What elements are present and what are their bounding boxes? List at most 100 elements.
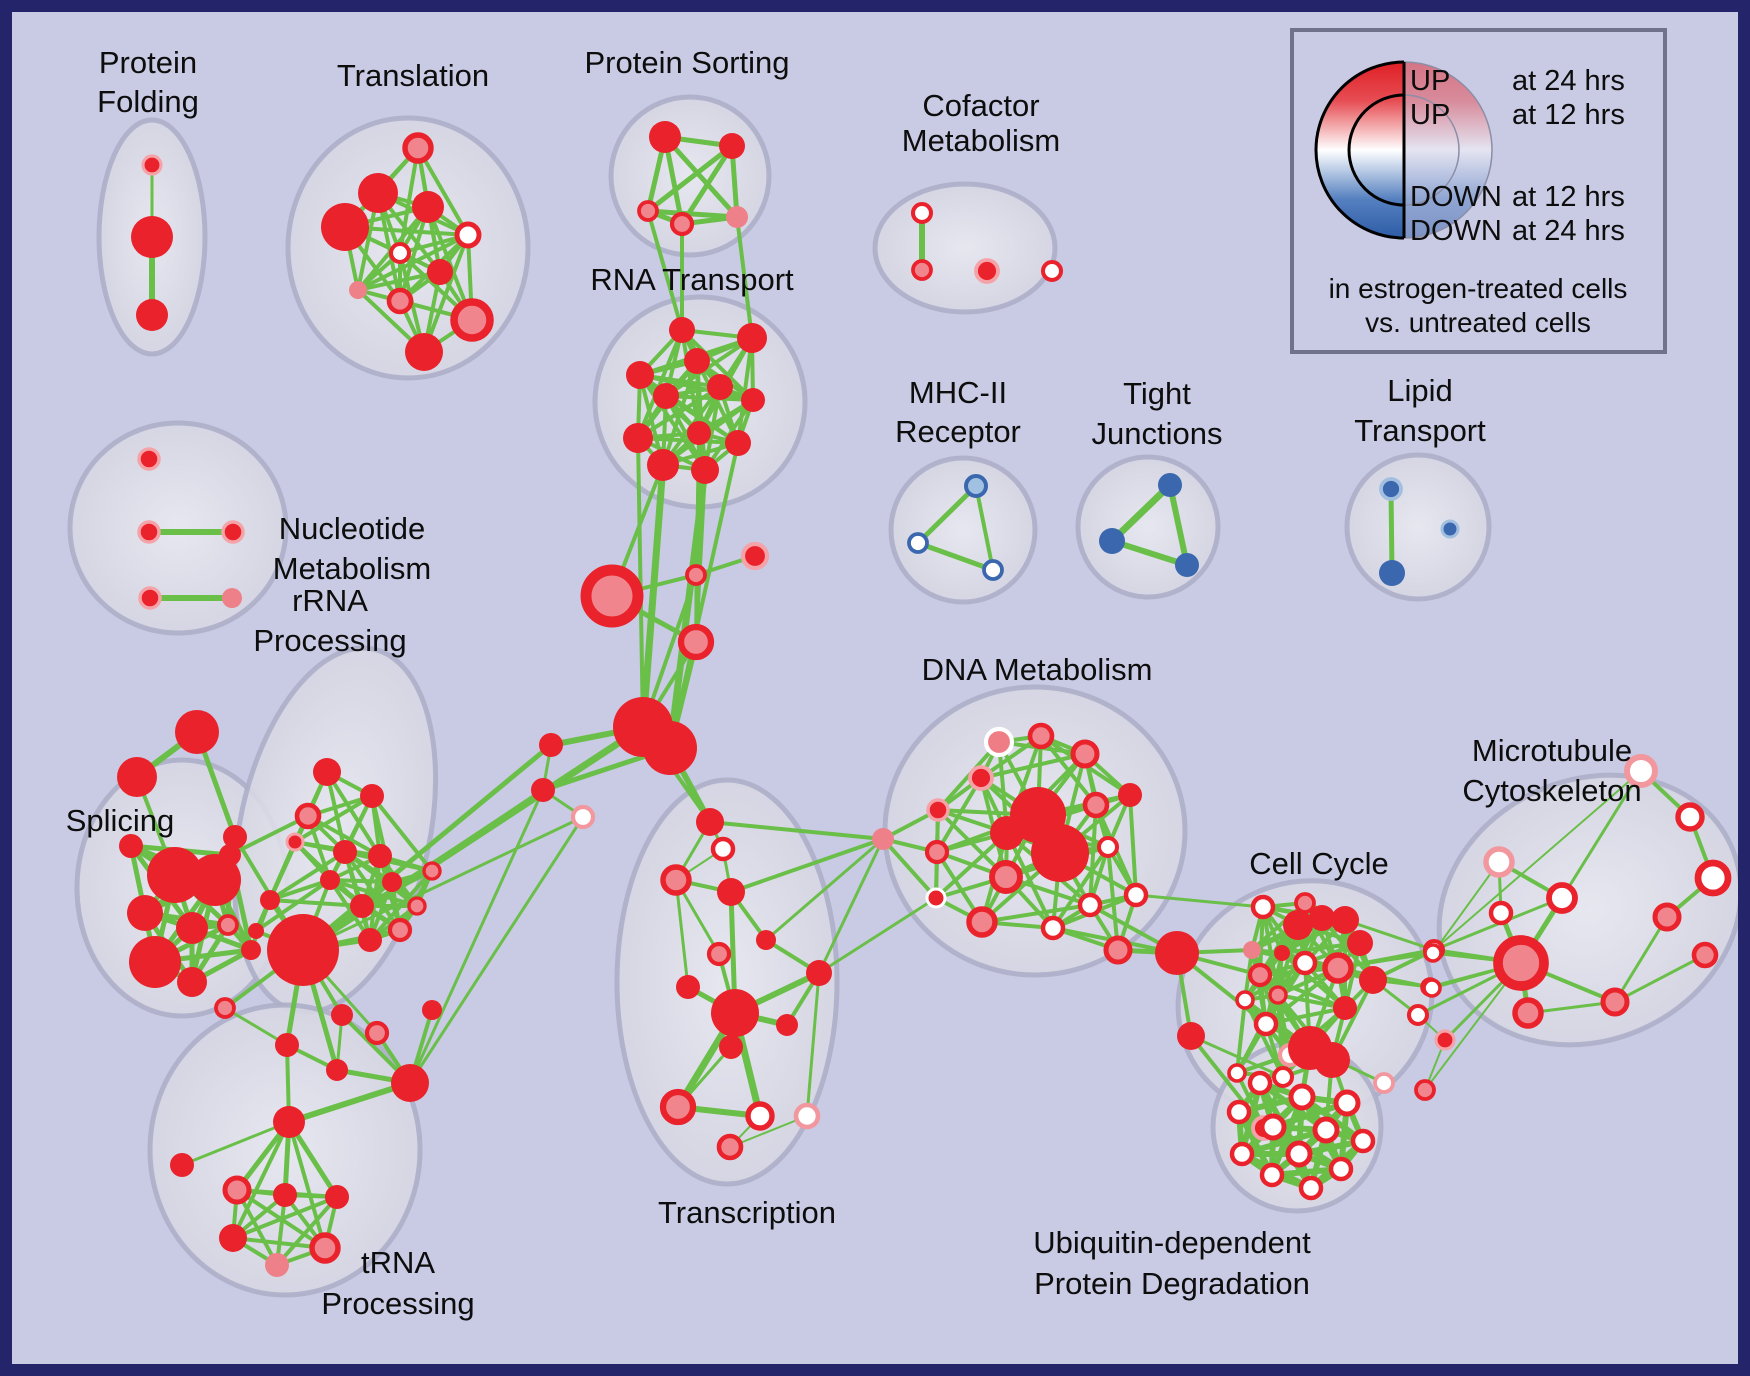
network-node-144[interactable] (1247, 962, 1273, 988)
network-node-74[interactable] (285, 832, 305, 852)
network-node-93[interactable] (422, 1000, 442, 1020)
network-node-115[interactable] (793, 1102, 821, 1130)
network-node-176[interactable] (1328, 1156, 1354, 1182)
network-node-42[interactable] (1440, 519, 1460, 539)
network-node-102[interactable] (696, 808, 724, 836)
network-node-49[interactable] (685, 564, 707, 586)
network-node-25[interactable] (684, 348, 710, 374)
network-node-99[interactable] (219, 1224, 247, 1252)
network-node-116[interactable] (716, 1133, 744, 1161)
network-node-187[interactable] (1493, 935, 1549, 991)
network-node-104[interactable] (660, 864, 692, 896)
network-node-79[interactable] (382, 872, 402, 892)
network-node-164[interactable] (1434, 1029, 1456, 1051)
network-node-143[interactable] (1292, 950, 1318, 976)
network-node-47[interactable] (138, 586, 162, 610)
network-node-183[interactable] (1691, 941, 1719, 969)
network-node-134[interactable] (1077, 892, 1103, 918)
network-node-95[interactable] (170, 1153, 194, 1177)
network-node-145[interactable] (1268, 985, 1288, 1005)
network-node-17[interactable] (669, 211, 695, 237)
network-node-27[interactable] (653, 383, 679, 409)
network-node-3[interactable] (402, 132, 434, 164)
network-node-69[interactable] (119, 834, 143, 858)
network-node-126[interactable] (1031, 824, 1089, 882)
network-node-6[interactable] (412, 191, 444, 223)
network-node-111[interactable] (776, 1014, 798, 1036)
network-node-35[interactable] (964, 474, 988, 498)
network-node-22[interactable] (1040, 259, 1064, 283)
network-node-73[interactable] (294, 802, 322, 830)
network-node-113[interactable] (659, 1088, 697, 1126)
network-node-14[interactable] (649, 121, 681, 153)
network-node-78[interactable] (350, 894, 374, 918)
network-node-106[interactable] (756, 930, 776, 950)
network-node-68[interactable] (241, 940, 261, 960)
network-node-160[interactable] (1271, 1065, 1295, 1089)
network-node-2[interactable] (136, 299, 168, 331)
network-node-64[interactable] (176, 912, 208, 944)
network-node-92[interactable] (331, 1004, 353, 1026)
network-node-45[interactable] (137, 520, 161, 544)
network-node-119[interactable] (1027, 722, 1055, 750)
network-node-137[interactable] (1155, 931, 1199, 975)
network-node-20[interactable] (911, 259, 933, 281)
network-node-184[interactable] (1483, 846, 1515, 878)
network-node-89[interactable] (326, 1059, 348, 1081)
network-node-48[interactable] (222, 588, 242, 608)
network-node-71[interactable] (313, 758, 341, 786)
network-node-37[interactable] (982, 559, 1004, 581)
network-node-166[interactable] (1414, 1079, 1436, 1101)
network-node-82[interactable] (387, 917, 413, 943)
network-node-13[interactable] (405, 333, 443, 371)
network-node-156[interactable] (1322, 952, 1354, 984)
network-node-8[interactable] (388, 241, 412, 265)
network-node-153[interactable] (1331, 906, 1359, 934)
network-node-127[interactable] (1118, 783, 1142, 807)
network-node-189[interactable] (1422, 978, 1442, 998)
network-node-117[interactable] (872, 828, 894, 850)
network-node-140[interactable] (1294, 892, 1316, 914)
network-node-56[interactable] (531, 778, 555, 802)
network-node-182[interactable] (1652, 902, 1682, 932)
network-node-114[interactable] (745, 1101, 775, 1131)
network-node-112[interactable] (719, 1035, 743, 1059)
network-node-31[interactable] (623, 423, 653, 453)
network-node-5[interactable] (321, 203, 369, 251)
network-node-9[interactable] (427, 259, 453, 285)
network-node-63[interactable] (127, 895, 163, 931)
network-node-4[interactable] (358, 173, 398, 213)
network-node-85[interactable] (407, 896, 427, 916)
network-node-29[interactable] (741, 388, 765, 412)
network-node-133[interactable] (1040, 915, 1066, 941)
network-node-57[interactable] (570, 804, 596, 830)
network-node-70[interactable] (219, 844, 241, 866)
network-node-32[interactable] (725, 430, 751, 456)
network-node-41[interactable] (1379, 477, 1403, 501)
network-node-33[interactable] (647, 449, 679, 481)
network-node-98[interactable] (325, 1185, 349, 1209)
network-node-65[interactable] (129, 936, 181, 988)
network-node-159[interactable] (1314, 1042, 1350, 1078)
network-node-46[interactable] (221, 520, 245, 544)
network-node-105[interactable] (717, 878, 745, 906)
network-node-149[interactable] (1227, 1063, 1247, 1083)
network-node-130[interactable] (989, 860, 1023, 894)
network-node-151[interactable] (1283, 910, 1313, 940)
network-node-67[interactable] (217, 914, 239, 936)
network-node-96[interactable] (222, 1175, 252, 1205)
network-node-177[interactable] (1259, 1162, 1285, 1188)
network-node-174[interactable] (1229, 1141, 1255, 1167)
network-node-188[interactable] (1423, 943, 1443, 963)
network-node-173[interactable] (1350, 1128, 1376, 1154)
network-node-94[interactable] (273, 1106, 305, 1138)
network-node-180[interactable] (1675, 802, 1705, 832)
network-node-52[interactable] (677, 623, 715, 661)
network-node-72[interactable] (360, 784, 384, 808)
network-node-7[interactable] (454, 221, 482, 249)
network-node-30[interactable] (687, 421, 711, 445)
network-node-21[interactable] (974, 258, 1000, 284)
network-node-142[interactable] (1274, 945, 1290, 961)
network-node-55[interactable] (539, 733, 563, 757)
network-node-86[interactable] (422, 861, 442, 881)
